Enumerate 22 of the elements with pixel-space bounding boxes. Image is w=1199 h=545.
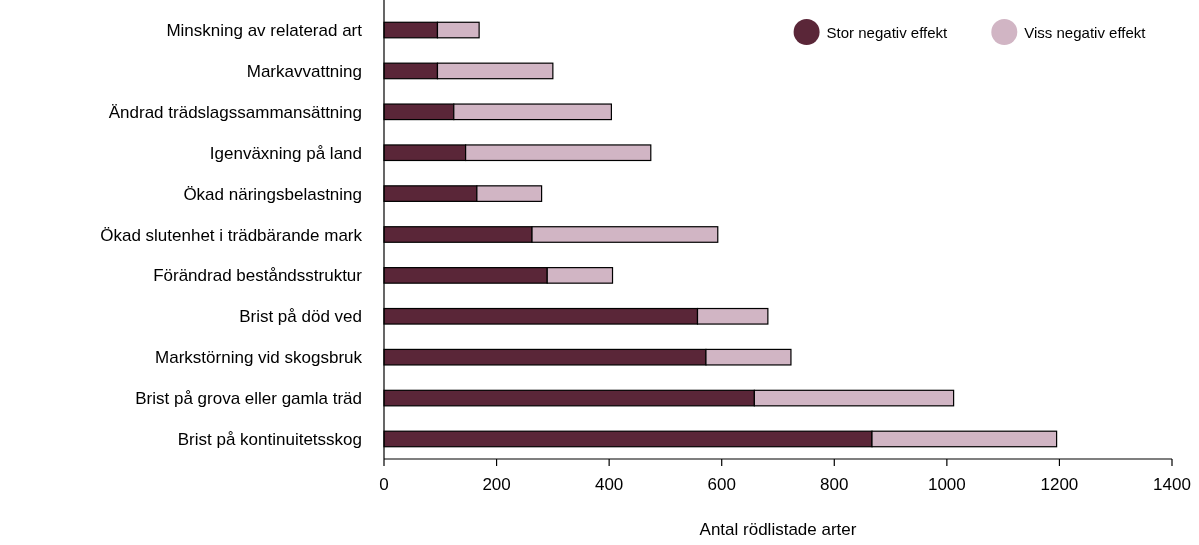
x-tick-label: 400	[594, 475, 624, 494]
y-tick-label: Brist på kontinuitetsskog	[177, 429, 362, 449]
x-tick-label: 600	[707, 475, 736, 494]
y-tick-label: Markavvattning	[246, 61, 362, 81]
x-tick-label: 1400	[1153, 475, 1191, 494]
y-tick-label: Markstörning vid skogsbruk	[155, 348, 363, 368]
legend-label: Stor negativ effekt	[826, 24, 949, 41]
x-tick-label: 1200	[1040, 475, 1079, 494]
y-tick-label: Brist på död ved	[239, 307, 362, 327]
y-tick-label: Igenväxning på land	[209, 143, 362, 163]
x-tick-label: 200	[482, 475, 511, 494]
legend-label: Viss negativ effekt	[1024, 24, 1147, 41]
x-tick-label: 1000	[927, 475, 966, 494]
x-axis-title: Antal rödlistade arter	[699, 520, 857, 539]
x-tick-label: 800	[820, 475, 849, 494]
y-tick-label: Brist på grova eller gamla träd	[135, 389, 362, 409]
x-tick-label: 0	[379, 475, 389, 494]
y-tick-label: Minskning av relaterad art	[166, 21, 363, 41]
y-tick-label: Ökad slutenhet i trädbärande mark	[100, 225, 363, 245]
y-tick-label: Ändrad trädslagssammansättning	[108, 102, 362, 122]
y-tick-label: Förändrad beståndsstruktur	[153, 266, 363, 286]
y-tick-label: Ökad näringsbelastning	[183, 184, 362, 204]
